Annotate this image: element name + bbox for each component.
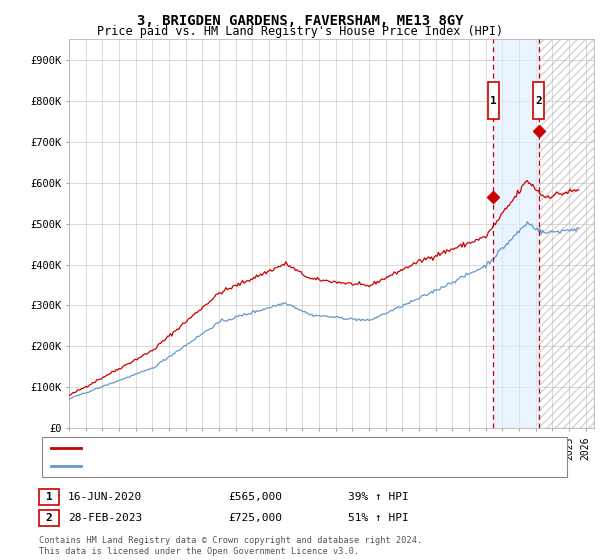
Text: 16-JUN-2020: 16-JUN-2020	[68, 492, 142, 502]
Text: HPI: Average price, detached house, Swale: HPI: Average price, detached house, Swal…	[87, 461, 343, 471]
Text: £725,000: £725,000	[228, 513, 282, 523]
Text: 2: 2	[46, 513, 52, 523]
Text: 28-FEB-2023: 28-FEB-2023	[68, 513, 142, 523]
FancyBboxPatch shape	[487, 82, 499, 119]
Text: 3, BRIGDEN GARDENS, FAVERSHAM, ME13 8GY (detached house): 3, BRIGDEN GARDENS, FAVERSHAM, ME13 8GY …	[87, 443, 437, 452]
Text: Contains HM Land Registry data © Crown copyright and database right 2024.
This d: Contains HM Land Registry data © Crown c…	[39, 536, 422, 556]
Bar	[493, 39, 538, 428]
Text: 1: 1	[46, 492, 52, 502]
Text: Price paid vs. HM Land Registry's House Price Index (HPI): Price paid vs. HM Land Registry's House …	[97, 25, 503, 38]
Text: 39% ↑ HPI: 39% ↑ HPI	[348, 492, 409, 502]
Text: £565,000: £565,000	[228, 492, 282, 502]
Text: 3, BRIGDEN GARDENS, FAVERSHAM, ME13 8GY: 3, BRIGDEN GARDENS, FAVERSHAM, ME13 8GY	[137, 14, 463, 28]
Text: 2: 2	[535, 96, 542, 106]
Text: 51% ↑ HPI: 51% ↑ HPI	[348, 513, 409, 523]
Bar	[539, 39, 594, 428]
FancyBboxPatch shape	[533, 82, 544, 119]
Text: 1: 1	[490, 96, 497, 106]
